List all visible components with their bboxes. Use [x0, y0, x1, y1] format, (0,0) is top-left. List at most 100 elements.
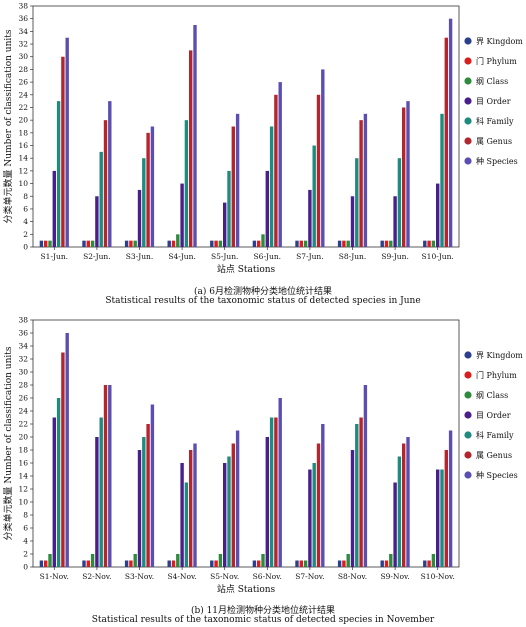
x-tick-label: S10-Jun.	[422, 252, 454, 261]
y-tick-label: 32	[18, 40, 28, 49]
y-tick-label: 6	[23, 204, 28, 213]
legend-marker	[464, 37, 472, 45]
x-tick-label: S9-Jun.	[381, 252, 409, 261]
bar	[406, 437, 410, 567]
legend-label: 科 Family	[476, 116, 514, 126]
legend-marker	[464, 471, 472, 479]
bar	[436, 469, 440, 567]
x-tick-label: S4-Jun.	[168, 252, 196, 261]
bar	[95, 437, 99, 567]
bar	[39, 240, 44, 247]
x-tick-label: S5-Nov.	[210, 572, 239, 581]
bar	[82, 240, 86, 247]
bar	[61, 56, 65, 247]
bar	[384, 560, 389, 567]
y-tick-label: 2	[23, 550, 28, 559]
bar	[350, 450, 355, 567]
bar	[103, 120, 108, 247]
y-tick-label: 12	[18, 166, 28, 175]
bar	[65, 333, 69, 567]
bar	[171, 560, 176, 567]
bar	[257, 560, 261, 567]
bar	[257, 240, 261, 247]
bar	[142, 158, 146, 247]
y-tick-label: 38	[18, 2, 28, 11]
x-tick-label: S10-Nov.	[421, 572, 455, 581]
y-tick-label: 0	[23, 563, 28, 572]
bar	[346, 554, 350, 567]
bar	[180, 463, 184, 567]
legend-label: 界 Kingdom	[476, 37, 523, 46]
bar	[137, 189, 142, 247]
bar	[337, 240, 342, 247]
y-tick-label: 30	[18, 368, 28, 377]
bar	[171, 240, 176, 247]
y-tick-label: 8	[23, 511, 28, 520]
y-tick-label: 36	[18, 329, 28, 338]
bar	[308, 469, 312, 567]
x-tick-label: S1-Nov.	[40, 572, 69, 581]
x-tick-label: S1-Jun.	[41, 252, 69, 261]
bar	[342, 560, 346, 567]
y-tick-label: 14	[18, 154, 28, 163]
y-tick-label: 2	[23, 230, 28, 239]
legend-marker	[464, 451, 472, 459]
bar	[355, 424, 359, 567]
bar	[350, 196, 355, 247]
chart-panel-november: 0 2 4 6 8 10 12 14 16 18 20 22 24 26 28 30 32 34 36 38 分类单元数…	[0, 314, 526, 627]
bar	[218, 240, 223, 247]
bar	[321, 69, 325, 247]
bar	[427, 240, 431, 247]
plot-frame	[32, 319, 460, 568]
bar	[363, 385, 368, 567]
legend-marker	[464, 77, 472, 85]
bar	[124, 240, 129, 247]
x-tick-label: S3-Jun.	[126, 252, 154, 261]
bar	[218, 554, 223, 567]
y-tick-label: 28	[18, 381, 28, 390]
bar	[48, 240, 52, 247]
bar	[184, 120, 189, 247]
bar	[397, 456, 402, 567]
bar	[210, 560, 214, 567]
y-tick-label: 16	[18, 141, 28, 150]
bar	[389, 554, 393, 567]
bar	[142, 437, 146, 567]
bar	[193, 443, 197, 567]
y-tick-label: 20	[18, 433, 28, 442]
bar	[103, 385, 108, 567]
x-tick-label: S6-Nov.	[253, 572, 282, 581]
y-tick-label: 12	[18, 485, 28, 494]
bar	[303, 560, 308, 567]
bar	[223, 202, 227, 247]
june-caption-en: Statistical results of the taxonomic sta…	[105, 296, 421, 306]
bar	[150, 404, 155, 567]
bar	[312, 463, 316, 567]
legend-label: 目 Order	[476, 411, 511, 420]
legend-label: 纲 Class	[476, 390, 508, 400]
legend-label: 种 Species	[476, 156, 518, 166]
bar	[431, 554, 436, 567]
bar	[231, 126, 235, 247]
bar	[129, 560, 133, 567]
bar	[342, 240, 346, 247]
y-axis-title: 分类单元数量 Number of classification units	[2, 29, 14, 223]
legend-label: 科 Family	[476, 430, 514, 440]
bar	[252, 240, 257, 247]
bar	[108, 385, 112, 567]
bar	[384, 240, 389, 247]
bar	[124, 560, 129, 567]
y-tick-label: 34	[18, 342, 28, 351]
legend-marker	[464, 411, 472, 419]
bar	[189, 450, 193, 567]
legend-label: 界 Kingdom	[476, 351, 523, 360]
x-axis-title: 站点 Stations	[217, 263, 276, 275]
bar	[235, 113, 240, 247]
y-tick-label: 8	[23, 192, 28, 201]
bar	[380, 240, 384, 247]
bar	[448, 430, 453, 567]
legend-marker	[464, 97, 472, 105]
bar	[99, 151, 103, 247]
bar	[44, 560, 48, 567]
legend-label: 属 Genus	[476, 137, 512, 146]
